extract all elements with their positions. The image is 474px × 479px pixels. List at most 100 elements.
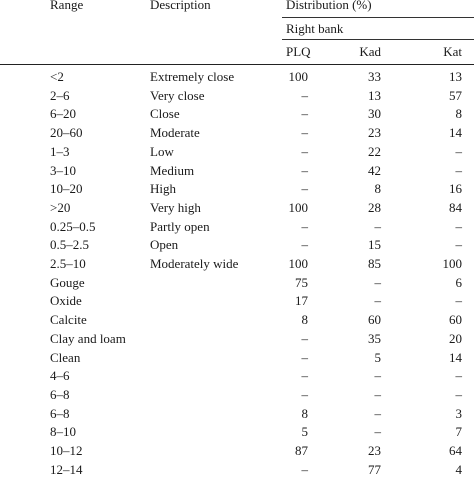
plq-cell: – bbox=[301, 143, 309, 159]
table-row: 10–12 87 23 64 bbox=[0, 441, 474, 460]
description-cell: Close bbox=[150, 106, 180, 122]
plq-cell: – bbox=[301, 349, 309, 365]
plq-cell: – bbox=[301, 330, 309, 346]
table-row: 6–8 – – – bbox=[0, 385, 474, 404]
table-row: 6–20 Close – 30 8 bbox=[0, 104, 474, 123]
kad-cell: 35 bbox=[368, 330, 381, 346]
table-row: 8–10 5 – 7 bbox=[0, 422, 474, 441]
plq-cell: 100 bbox=[288, 256, 309, 271]
range-cell: 8–10 bbox=[50, 424, 76, 440]
header-plq: PLQ bbox=[286, 44, 311, 59]
range-cell: Calcite bbox=[50, 312, 87, 328]
table-row: 0.25–0.5 Partly open – – – bbox=[0, 217, 474, 236]
kat-cell: 60 bbox=[449, 312, 462, 328]
table-row: 2.5–10 Moderately wide 100 85 100 bbox=[0, 254, 474, 273]
kad-cell: 77 bbox=[368, 461, 381, 477]
kad-cell: 85 bbox=[368, 256, 381, 271]
kad-cell: 8 bbox=[374, 181, 382, 197]
range-cell: 6–20 bbox=[50, 106, 76, 122]
header-bottom-rule bbox=[0, 64, 474, 65]
plq-cell: 75 bbox=[295, 274, 308, 290]
kat-cell: 6 bbox=[455, 274, 463, 290]
kad-cell: – bbox=[374, 293, 382, 309]
kat-cell: 20 bbox=[449, 330, 462, 346]
kad-cell: – bbox=[374, 424, 382, 440]
plq-cell: – bbox=[301, 461, 309, 477]
table-row: 4–6 – – – bbox=[0, 366, 474, 385]
range-cell: 1–3 bbox=[50, 143, 70, 159]
kad-cell: 28 bbox=[368, 199, 381, 215]
range-cell: <2 bbox=[50, 69, 64, 84]
kad-cell: 13 bbox=[368, 87, 381, 103]
range-cell: 0.5–2.5 bbox=[50, 237, 89, 253]
range-cell: 6–8 bbox=[50, 386, 70, 402]
kat-cell: 14 bbox=[449, 125, 462, 141]
range-cell: Clean bbox=[50, 349, 81, 365]
kat-cell: – bbox=[455, 386, 463, 402]
kat-cell: 7 bbox=[455, 424, 463, 440]
kad-cell: 30 bbox=[368, 106, 381, 122]
kad-cell: – bbox=[374, 405, 382, 421]
plq-cell: – bbox=[301, 106, 309, 122]
kat-cell: 100 bbox=[442, 256, 463, 271]
table-row: 1–3 Low – 22 – bbox=[0, 142, 474, 161]
kad-cell: 5 bbox=[374, 349, 382, 365]
table-row: Gouge 75 – 6 bbox=[0, 273, 474, 292]
range-cell: 10–12 bbox=[50, 443, 83, 458]
kat-cell: – bbox=[455, 293, 463, 309]
kat-cell: 57 bbox=[449, 87, 462, 103]
description-cell: Open bbox=[150, 237, 179, 253]
description-cell: High bbox=[150, 181, 176, 197]
description-cell: Very close bbox=[150, 87, 205, 103]
description-cell: Medium bbox=[150, 162, 195, 178]
kat-cell: 64 bbox=[449, 443, 462, 458]
table-row: 2–6 Very close – 13 57 bbox=[0, 86, 474, 105]
plq-cell: 87 bbox=[295, 443, 308, 458]
description-cell: Extremely close bbox=[150, 69, 235, 84]
table-row: Clay and loam – 35 20 bbox=[0, 329, 474, 348]
kat-cell: – bbox=[455, 368, 463, 384]
plq-cell: 8 bbox=[301, 312, 309, 328]
table-row: <2 Extremely close 100 33 13 bbox=[0, 67, 474, 86]
kad-cell: – bbox=[374, 218, 382, 234]
kat-cell: – bbox=[455, 218, 463, 234]
header-description: Description bbox=[150, 0, 211, 12]
kat-cell: – bbox=[455, 143, 463, 159]
range-cell: 4–6 bbox=[50, 368, 70, 384]
description-cell: Moderately wide bbox=[150, 256, 239, 271]
range-cell: 10–20 bbox=[50, 181, 83, 197]
table-row: Clean – 5 14 bbox=[0, 348, 474, 367]
bank-rule bbox=[282, 39, 474, 40]
plq-cell: – bbox=[301, 218, 309, 234]
table-row: 6–8 8 – 3 bbox=[0, 404, 474, 423]
plq-cell: – bbox=[301, 237, 309, 253]
description-cell: Moderate bbox=[150, 125, 200, 141]
plq-cell: – bbox=[301, 162, 309, 178]
kad-cell: 42 bbox=[368, 162, 381, 178]
plq-cell: 8 bbox=[301, 405, 309, 421]
table-row: Oxide 17 – – bbox=[0, 291, 474, 310]
kat-cell: 8 bbox=[455, 106, 463, 122]
table-row: Calcite 8 60 60 bbox=[0, 310, 474, 329]
kat-cell: 13 bbox=[449, 69, 462, 84]
plq-cell: – bbox=[301, 368, 309, 384]
range-cell: Gouge bbox=[50, 274, 85, 290]
header-kad: Kad bbox=[359, 44, 381, 59]
range-cell: 2.5–10 bbox=[50, 256, 86, 271]
range-cell: 20–60 bbox=[50, 125, 83, 141]
range-cell: Oxide bbox=[50, 293, 82, 309]
range-cell: 2–6 bbox=[50, 87, 70, 103]
kad-cell: – bbox=[374, 368, 382, 384]
table-row: 12–14 – 77 4 bbox=[0, 460, 474, 479]
plq-cell: – bbox=[301, 87, 309, 103]
kat-cell: 84 bbox=[449, 199, 462, 215]
plq-cell: 100 bbox=[288, 199, 309, 215]
range-cell: >20 bbox=[50, 199, 71, 215]
range-cell: 6–8 bbox=[50, 405, 70, 421]
kad-cell: 22 bbox=[368, 143, 381, 159]
kat-cell: – bbox=[455, 162, 463, 178]
plq-cell: 100 bbox=[288, 69, 309, 84]
header-distribution: Distribution (%) bbox=[286, 0, 372, 12]
range-cell: 0.25–0.5 bbox=[50, 218, 96, 234]
plq-cell: – bbox=[301, 181, 309, 197]
